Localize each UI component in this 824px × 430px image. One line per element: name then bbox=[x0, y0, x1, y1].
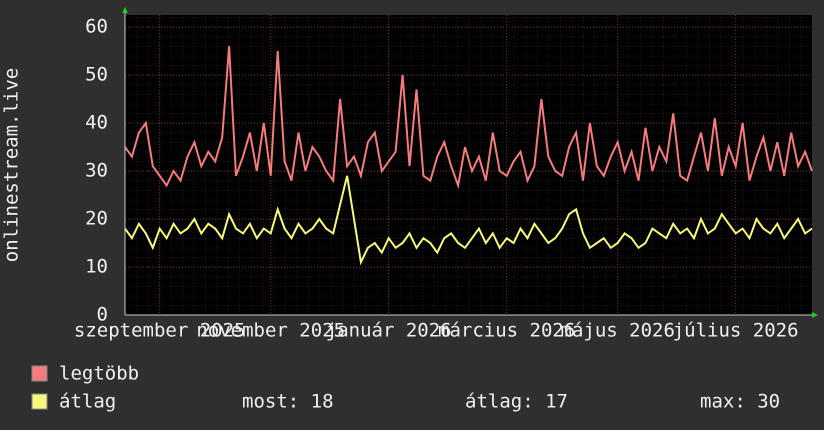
y-tick-label: 30 bbox=[85, 160, 108, 182]
x-arrow bbox=[812, 312, 818, 318]
x-tick-label: szeptember 2025 bbox=[74, 320, 246, 342]
y-tick-label: 20 bbox=[85, 208, 108, 230]
y-tick-label: 10 bbox=[85, 256, 108, 278]
lines bbox=[124, 46, 813, 266]
y-tick-label: 60 bbox=[85, 16, 108, 38]
legend-stat: átlag: 17 bbox=[465, 391, 568, 413]
legend-swatch bbox=[31, 365, 48, 382]
x-tick-label: január 2026 bbox=[326, 320, 452, 342]
series-line bbox=[124, 175, 813, 266]
legend-stat: max: 30 bbox=[700, 391, 780, 413]
y-tick-label: 50 bbox=[85, 64, 108, 86]
legend: legtöbb átlag most: 18 átlag: 17 max: 30 bbox=[31, 363, 780, 413]
legend-stat: most: 18 bbox=[242, 391, 334, 413]
x-tick-label: március 2026 bbox=[438, 320, 575, 342]
legend-label: átlag bbox=[59, 391, 116, 413]
x-tick-label: július 2026 bbox=[673, 320, 799, 342]
y-tick-label: 0 bbox=[97, 304, 108, 326]
y-axis-label: onlinestream.live bbox=[1, 68, 23, 262]
y-tick-label: 40 bbox=[85, 112, 108, 134]
series-line bbox=[124, 46, 813, 190]
y-arrow bbox=[122, 7, 128, 13]
legend-swatch bbox=[31, 393, 48, 410]
x-tick-label: május 2026 bbox=[561, 320, 675, 342]
x-tick-label: november 2025 bbox=[196, 320, 345, 342]
legend-label: legtöbb bbox=[59, 363, 139, 385]
